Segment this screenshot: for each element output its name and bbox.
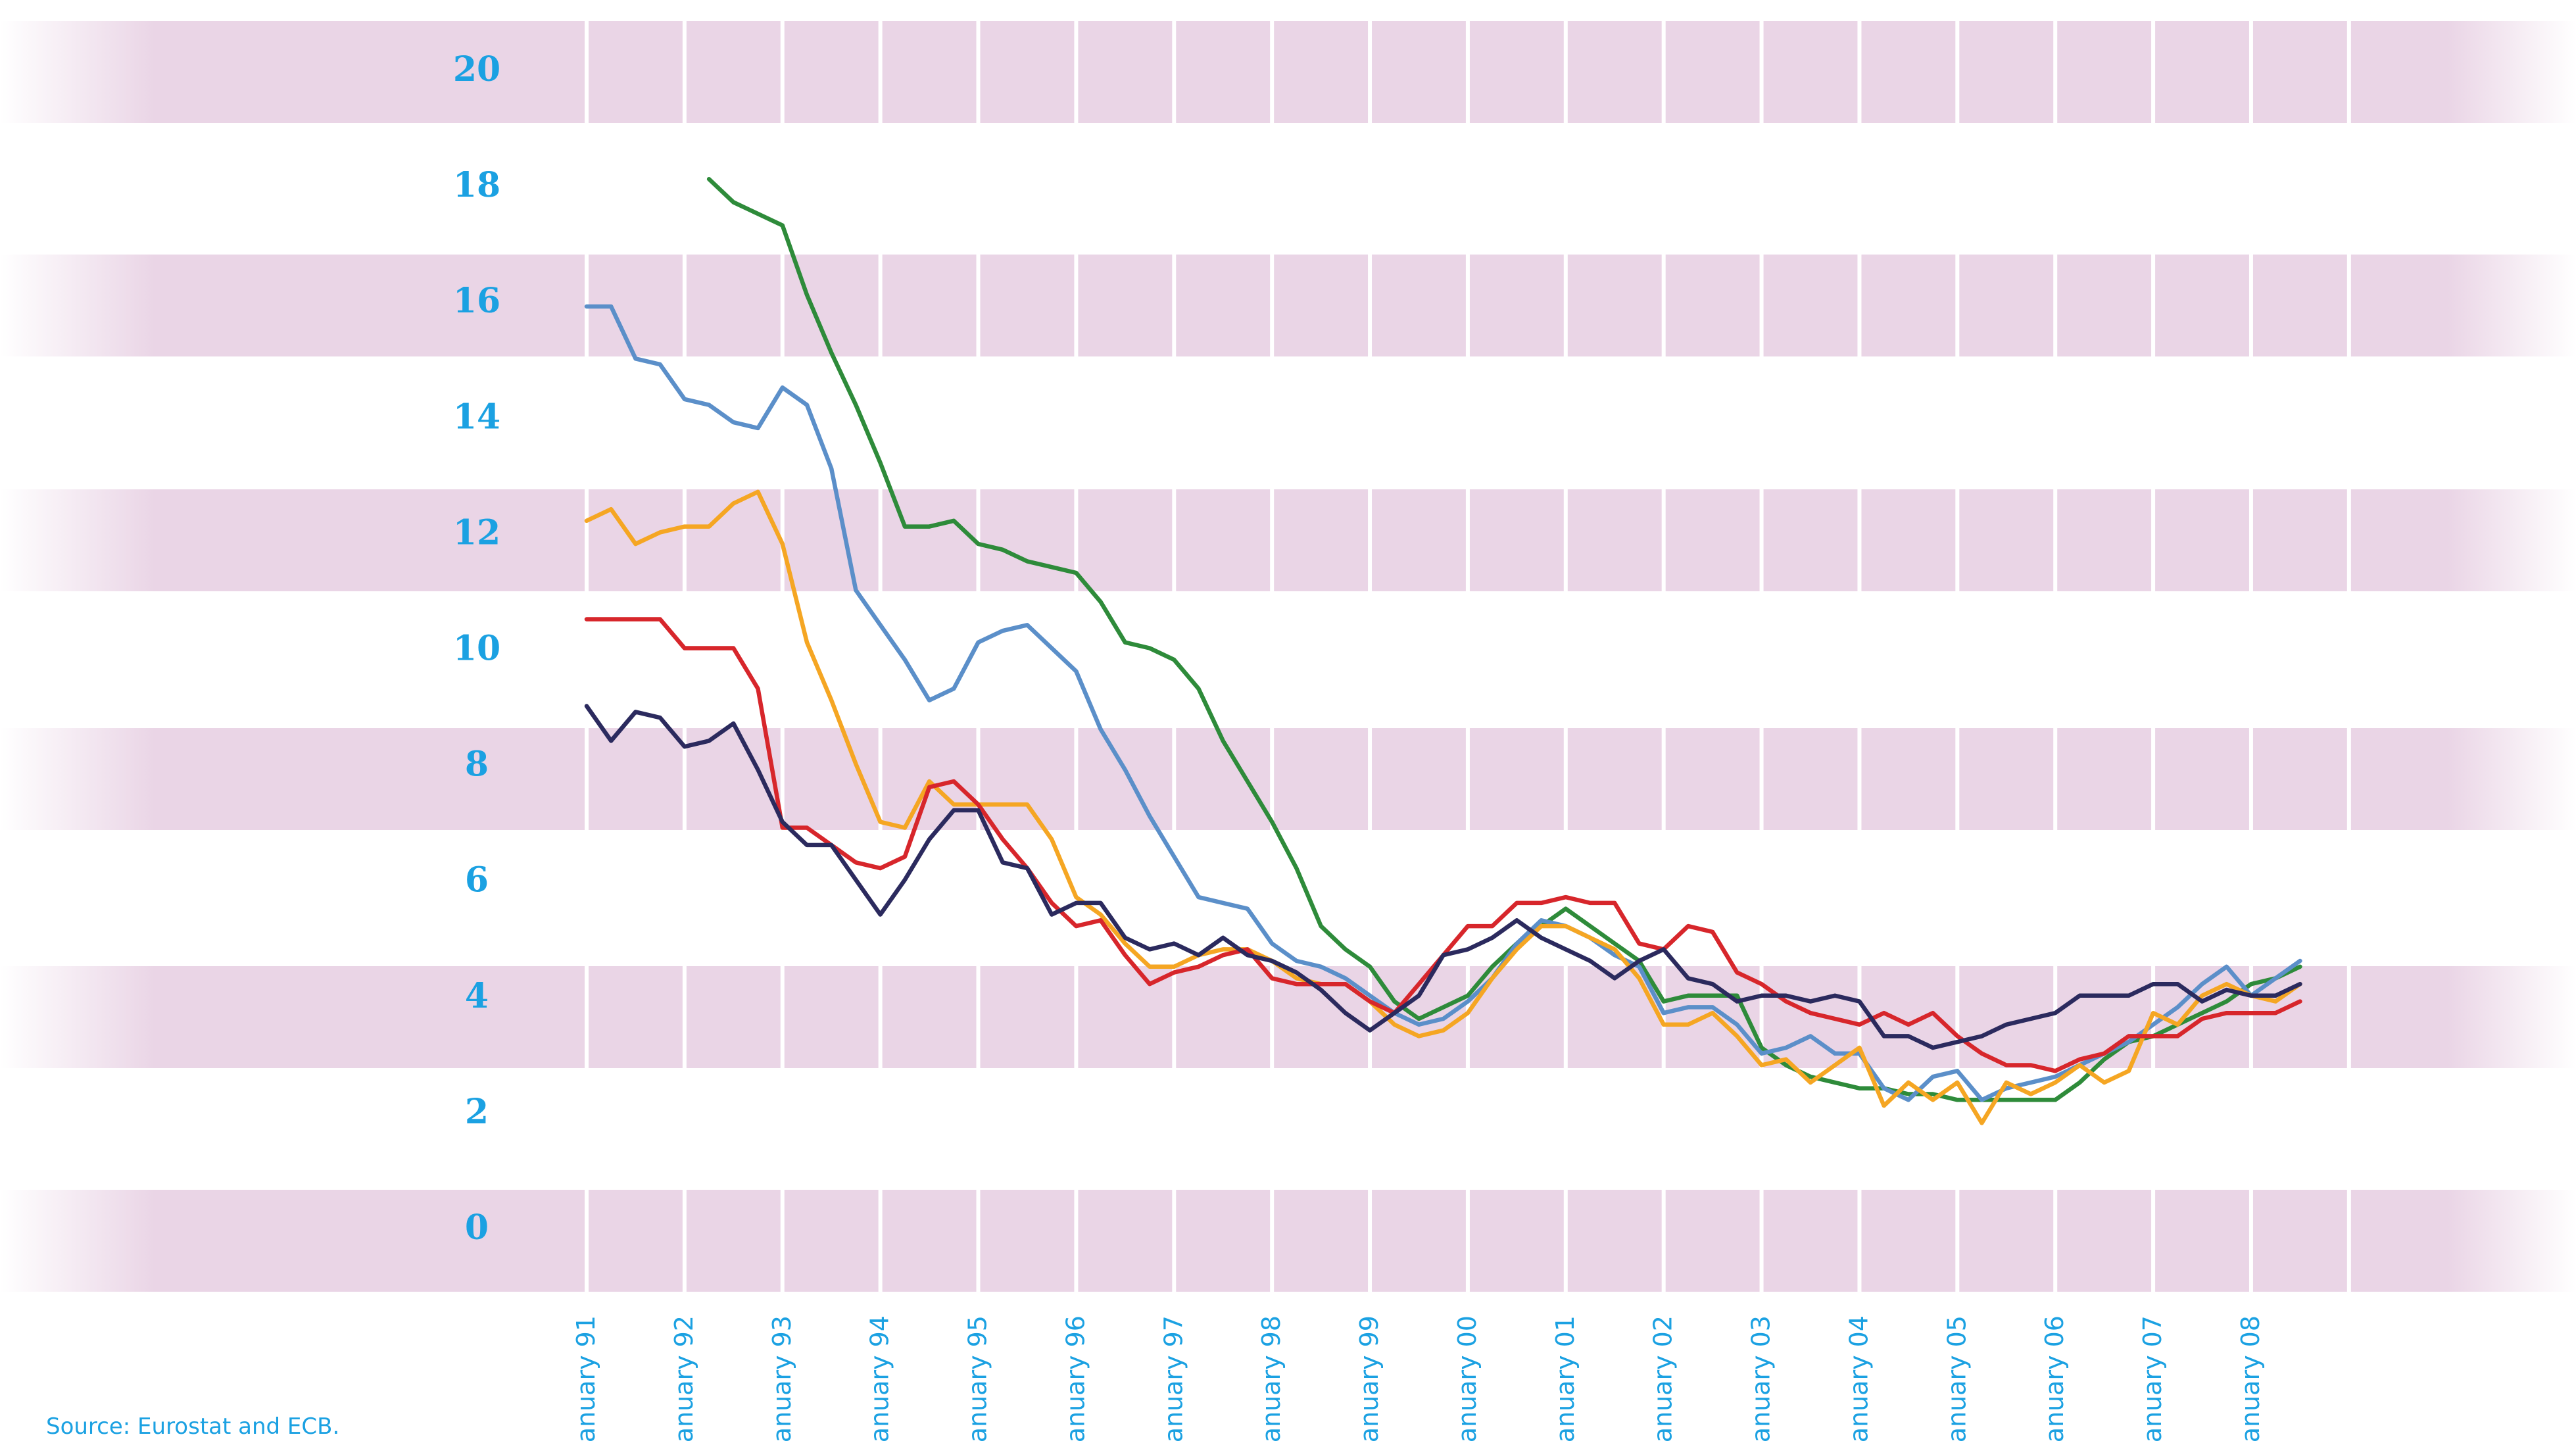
- series-line: [706, 177, 2302, 1102]
- y-tick-label: 20: [453, 49, 500, 89]
- y-tick-label: 18: [453, 165, 500, 205]
- band: [0, 1190, 2576, 1292]
- y-tick-label: 4: [465, 976, 489, 1016]
- y-tick-label: 12: [453, 512, 500, 552]
- x-tick-label: January 95: [963, 1315, 992, 1443]
- x-tick-label: January 00: [1453, 1315, 1482, 1443]
- y-tick-label: 16: [453, 281, 500, 321]
- x-tick-label: January 97: [1159, 1315, 1188, 1443]
- x-tick-label: January 91: [571, 1315, 600, 1443]
- y-tick-label: 6: [465, 860, 489, 900]
- y-tick-label: 8: [465, 745, 489, 785]
- y-tick-label: 14: [453, 397, 500, 437]
- x-tick-label: January 08: [2236, 1315, 2265, 1443]
- x-tick-label: January 92: [669, 1315, 698, 1443]
- band: [0, 489, 2576, 591]
- x-tick-label: January 94: [865, 1315, 894, 1443]
- band: [0, 255, 2576, 356]
- x-tick-label: January 99: [1355, 1315, 1384, 1443]
- band: [0, 728, 2576, 830]
- x-tick-label: January 93: [767, 1315, 796, 1443]
- x-tick-label: January 07: [2138, 1315, 2167, 1443]
- x-tick-label: January 06: [2040, 1315, 2069, 1443]
- band: [0, 21, 2576, 123]
- x-tick-label: January 03: [1747, 1315, 1776, 1443]
- x-tick-label: January 04: [1844, 1315, 1873, 1443]
- series-line: [584, 704, 2302, 1050]
- x-tick-label: January 98: [1257, 1315, 1286, 1443]
- y-tick-label: 0: [465, 1208, 489, 1248]
- x-tick-label: January 01: [1551, 1315, 1580, 1443]
- x-tick-label: January 02: [1649, 1315, 1678, 1443]
- y-tick-label: 10: [453, 629, 500, 669]
- source-note: Source: Eurostat and ECB.: [46, 1413, 339, 1440]
- y-tick-label: 2: [465, 1092, 489, 1132]
- x-tick-label: January 05: [1942, 1315, 1971, 1443]
- x-tick-label: January 96: [1061, 1315, 1090, 1443]
- background-bands: [0, 21, 2576, 1292]
- series-line: [584, 489, 2302, 1125]
